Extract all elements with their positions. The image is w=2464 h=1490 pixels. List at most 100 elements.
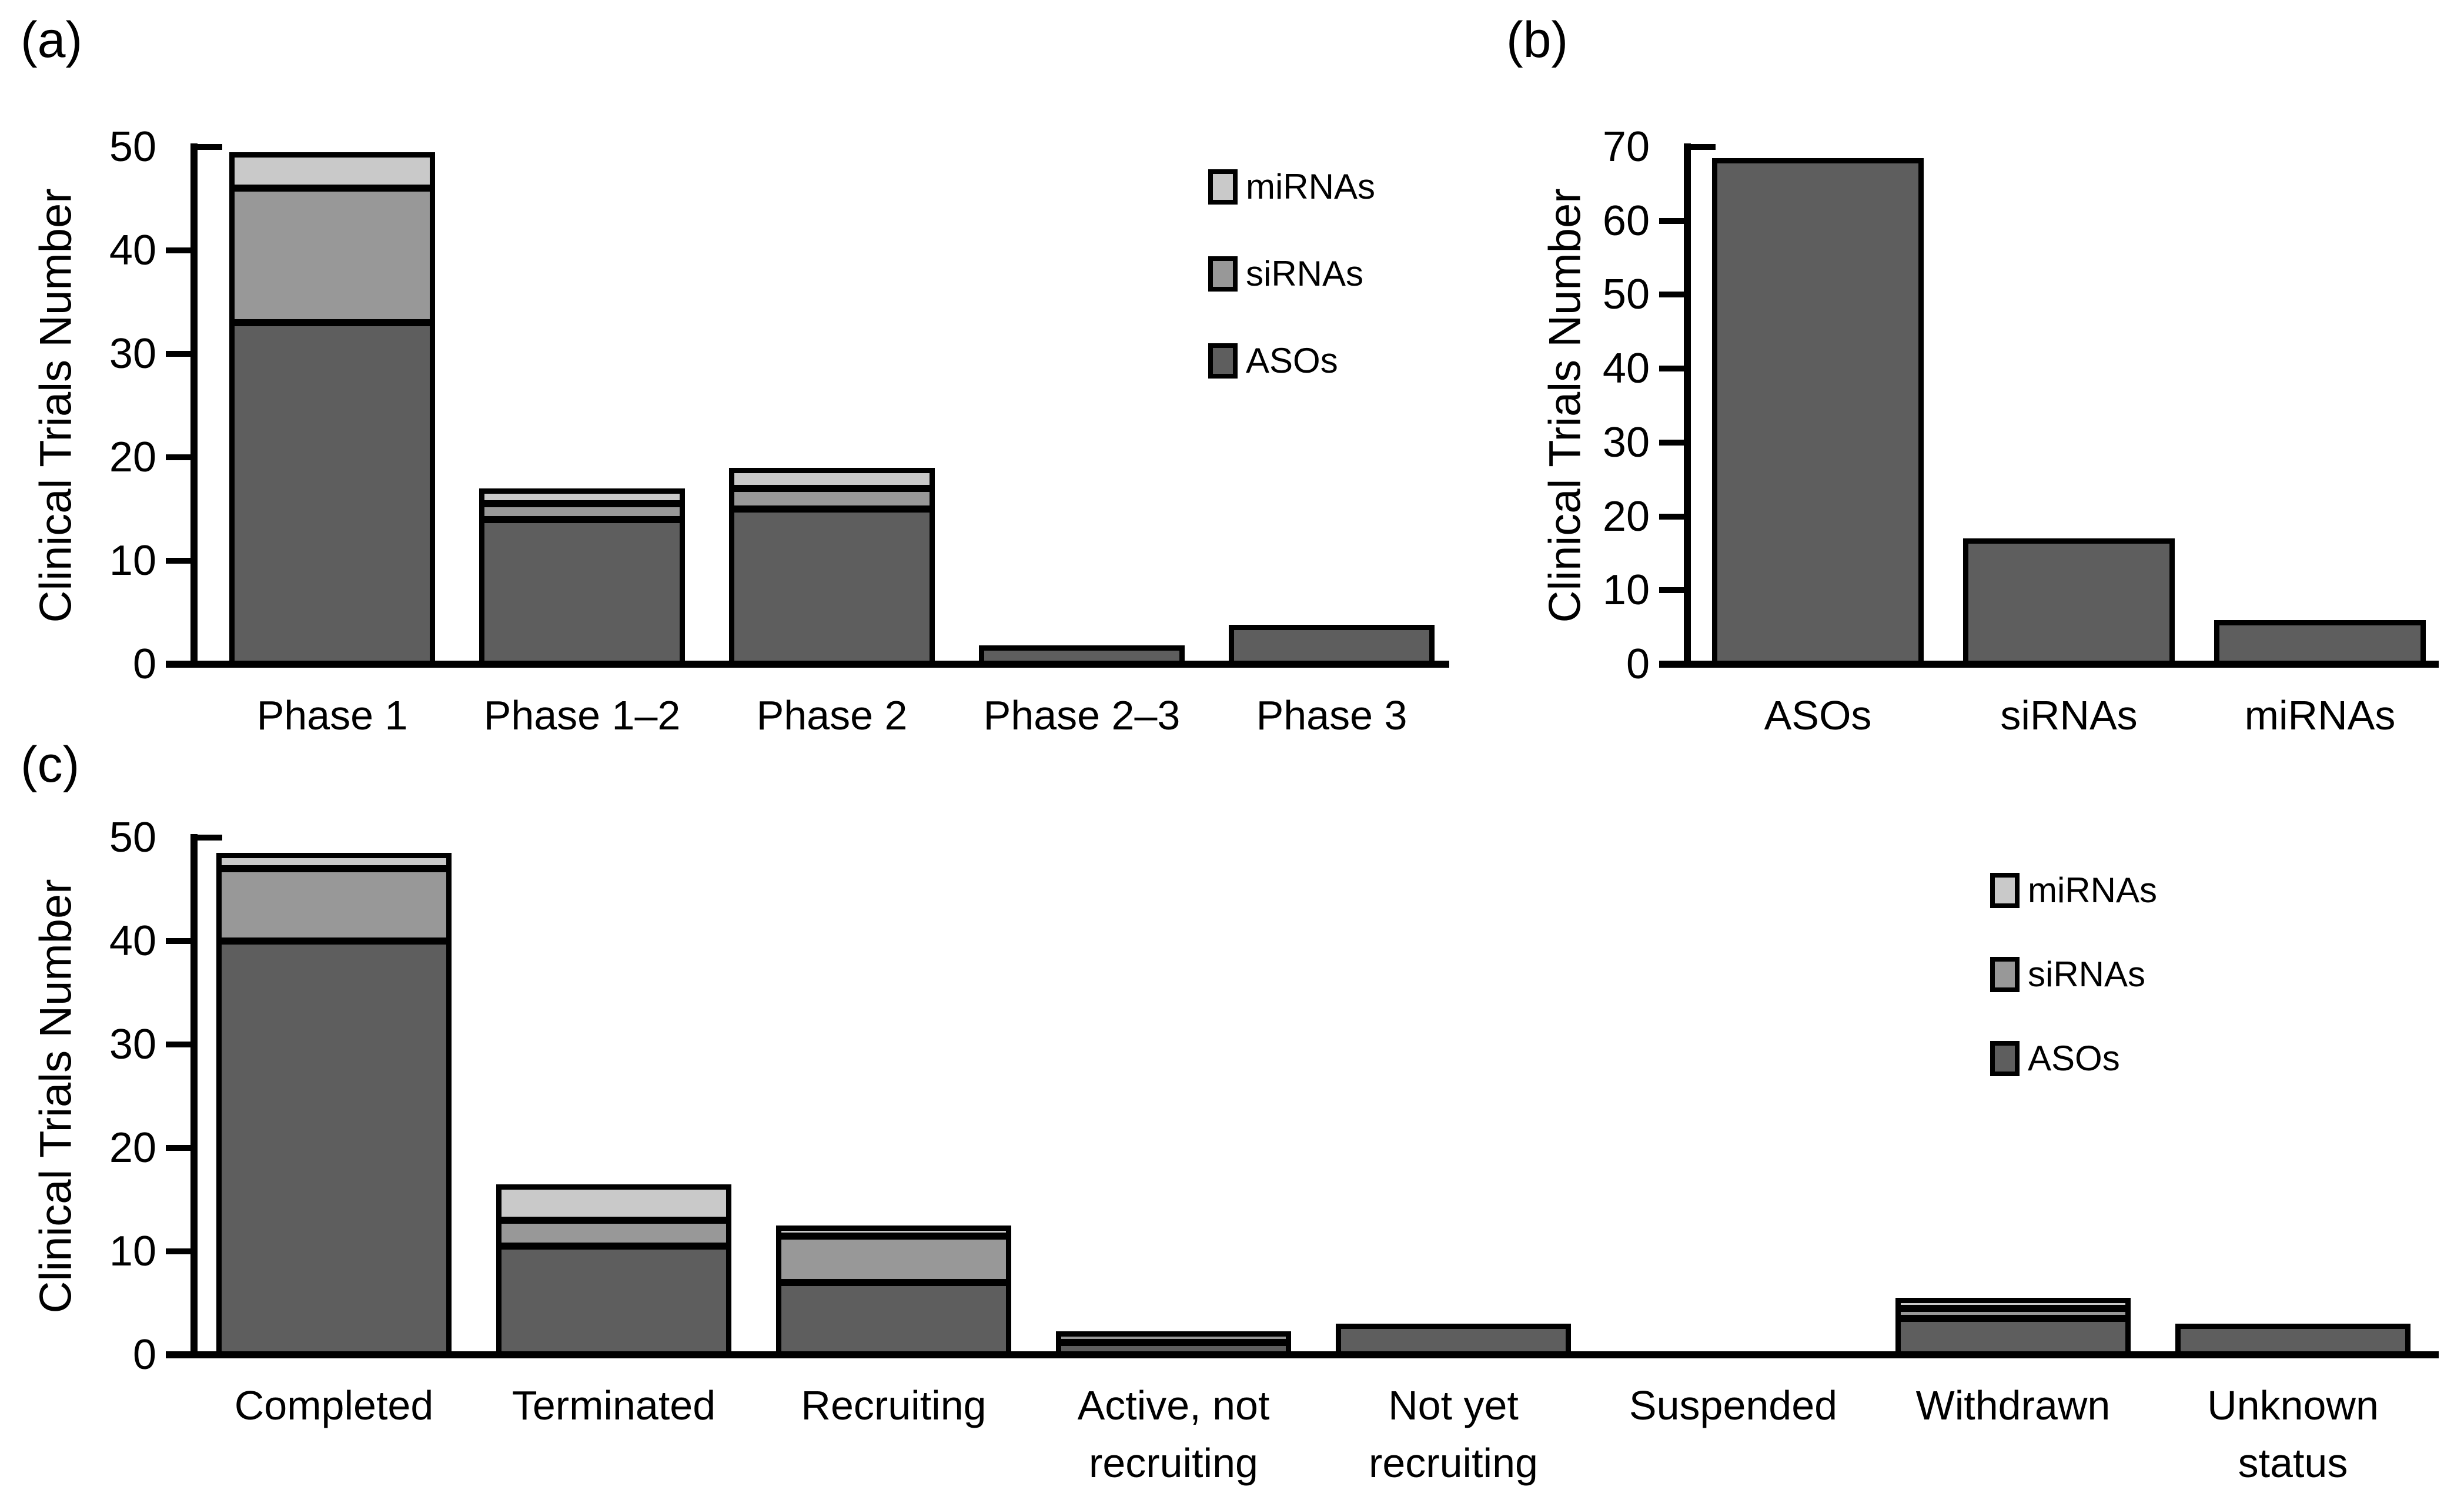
y-tick-label-b-20: 20: [1602, 493, 1650, 540]
y-axis-line-a: [190, 143, 198, 668]
bar-separator-c-2-0: [776, 1278, 1011, 1286]
y-axis-title-b: Clinical Trials Number: [1540, 188, 1590, 623]
x-category-label-line: Phase 2–3: [983, 692, 1181, 738]
x-category-label-a-2: Phase 2: [638, 687, 1026, 744]
legend-item-asos: ASOs: [1990, 1041, 2120, 1076]
legend-swatch-sirnas: [1208, 256, 1238, 292]
bar-separator-c-0-0: [216, 937, 452, 945]
bar-separator-c-3-0: [1056, 1338, 1291, 1346]
x-category-label-a-3: Phase 2–3: [888, 687, 1276, 744]
legend-label-mirnas: miRNAs: [1246, 167, 1375, 206]
y-axis-line-b: [1684, 143, 1691, 668]
x-category-label-line: miRNAs: [2244, 692, 2396, 738]
bar-outline-c-0: [216, 853, 452, 1357]
bar-outline-b-2: [2214, 620, 2426, 667]
bar-segment-asos-a-0: [229, 323, 435, 664]
x-category-label-line: siRNAs: [2000, 692, 2138, 738]
bar-segment-asos-c-0: [216, 941, 452, 1355]
x-category-label-b-1: siRNAs: [1875, 687, 2263, 744]
x-category-label-line: Withdrawn: [1915, 1382, 2111, 1428]
x-axis-line-a: [166, 661, 1449, 668]
x-category-label-line: Not yet: [1388, 1382, 1519, 1428]
x-category-label-c-7: Unknown status: [2099, 1377, 2464, 1490]
bar-segment-asos-a-4: [1229, 625, 1435, 664]
y-tick-label-b-40: 40: [1602, 345, 1650, 393]
y-tick-b-60: [1659, 217, 1684, 224]
x-category-label-c-4: Not yet recruiting: [1259, 1377, 1647, 1490]
bar-separator-c-2-1: [776, 1232, 1011, 1240]
bar-segment-asos-a-1: [479, 519, 685, 664]
y-tick-a-20: [166, 454, 190, 460]
y-tick-label-c-50: 50: [109, 814, 156, 861]
bar-outline-b-1: [1963, 538, 2175, 667]
bar-separator-c-6-0: [1895, 1315, 2131, 1322]
legend-label-sirnas: siRNAs: [2028, 955, 2146, 994]
x-axis-line-b: [1659, 661, 2439, 668]
panel-label-a: (a): [21, 12, 83, 68]
y-tick-b-40: [1659, 366, 1684, 372]
y-tick-label-b-60: 60: [1602, 197, 1650, 245]
y-tick-label-a-40: 40: [109, 227, 156, 274]
y-tick-label-a-50: 50: [109, 123, 156, 170]
y-tick-c-10: [166, 1248, 190, 1254]
legend-swatch-mirnas: [1208, 169, 1238, 205]
panel-label-c: (c): [21, 736, 80, 793]
bar-separator-c-1-0: [496, 1243, 731, 1250]
legend-label-asos: ASOs: [1246, 341, 1338, 380]
x-category-label-line: Phase 2: [756, 692, 908, 738]
legend-swatch-sirnas: [1990, 957, 2020, 992]
x-category-label-line: status: [2238, 1440, 2348, 1486]
x-category-label-c-0: Completed: [140, 1377, 528, 1434]
x-category-label-b-2: miRNAs: [2126, 687, 2464, 744]
bar-segment-asos-c-2: [776, 1282, 1011, 1355]
legend-swatch-asos: [1990, 1041, 2020, 1076]
y-tick-label-b-0: 0: [1626, 641, 1650, 688]
x-category-label-a-0: Phase 1: [138, 687, 526, 744]
bar-segment-mirnas-a-0: [229, 152, 435, 189]
x-category-label-line: Unknown: [2207, 1382, 2379, 1428]
bar-segment-sirnas-c-2: [776, 1235, 1011, 1283]
y-axis-top-cap-a: [198, 144, 222, 150]
y-tick-b-30: [1659, 439, 1684, 446]
legend-label-asos: ASOs: [2028, 1039, 2120, 1078]
x-category-label-b-0: ASOs: [1624, 687, 2012, 744]
y-tick-a-30: [166, 351, 190, 357]
y-axis-top-cap-c: [198, 835, 222, 841]
bar-separator-a-2-1: [729, 484, 935, 492]
x-category-label-line: Completed: [234, 1382, 434, 1428]
panel-label-b: (b): [1506, 12, 1569, 68]
legend-item-mirnas: miRNAs: [1208, 169, 1375, 205]
x-category-label-c-3: Active, not recruiting: [979, 1377, 1368, 1490]
y-tick-b-20: [1659, 513, 1684, 520]
y-tick-a-40: [166, 247, 190, 253]
y-tick-label-b-70: 70: [1602, 123, 1650, 170]
bar-separator-a-0-1: [229, 185, 435, 192]
bar-separator-c-1-1: [496, 1217, 731, 1224]
y-tick-b-50: [1659, 292, 1684, 298]
x-category-label-line: Suspended: [1629, 1382, 1838, 1428]
x-category-label-c-1: Terminated: [420, 1377, 808, 1434]
bar-segment-mirnas-c-1: [496, 1184, 731, 1221]
bar-segment-asos-b-2: [2214, 620, 2426, 664]
y-tick-b-10: [1659, 587, 1684, 594]
y-tick-label-a-10: 10: [109, 537, 156, 584]
x-category-label-a-4: Phase 3: [1138, 687, 1526, 744]
legend-swatch-mirnas: [1990, 873, 2020, 908]
bar-separator-a-1-1: [479, 500, 685, 508]
bar-segment-sirnas-c-0: [216, 868, 452, 941]
y-tick-label-a-30: 30: [109, 330, 156, 377]
bar-outline-c-1: [496, 1184, 731, 1357]
y-tick-c-40: [166, 938, 190, 944]
bar-separator-a-0-0: [229, 319, 435, 327]
x-category-label-c-2: Recruiting: [700, 1377, 1088, 1434]
bar-segment-asos-a-2: [729, 509, 935, 664]
bar-segment-sirnas-a-0: [229, 188, 435, 323]
bar-outline-b-0: [1712, 158, 1924, 667]
y-tick-c-30: [166, 1042, 190, 1047]
y-tick-label-c-0: 0: [132, 1331, 156, 1378]
y-tick-c-20: [166, 1145, 190, 1151]
bar-outline-a-1: [479, 488, 685, 667]
y-tick-label-c-40: 40: [109, 918, 156, 965]
bar-segment-asos-c-6: [1895, 1318, 2131, 1355]
x-category-label-line: Recruiting: [801, 1382, 987, 1428]
